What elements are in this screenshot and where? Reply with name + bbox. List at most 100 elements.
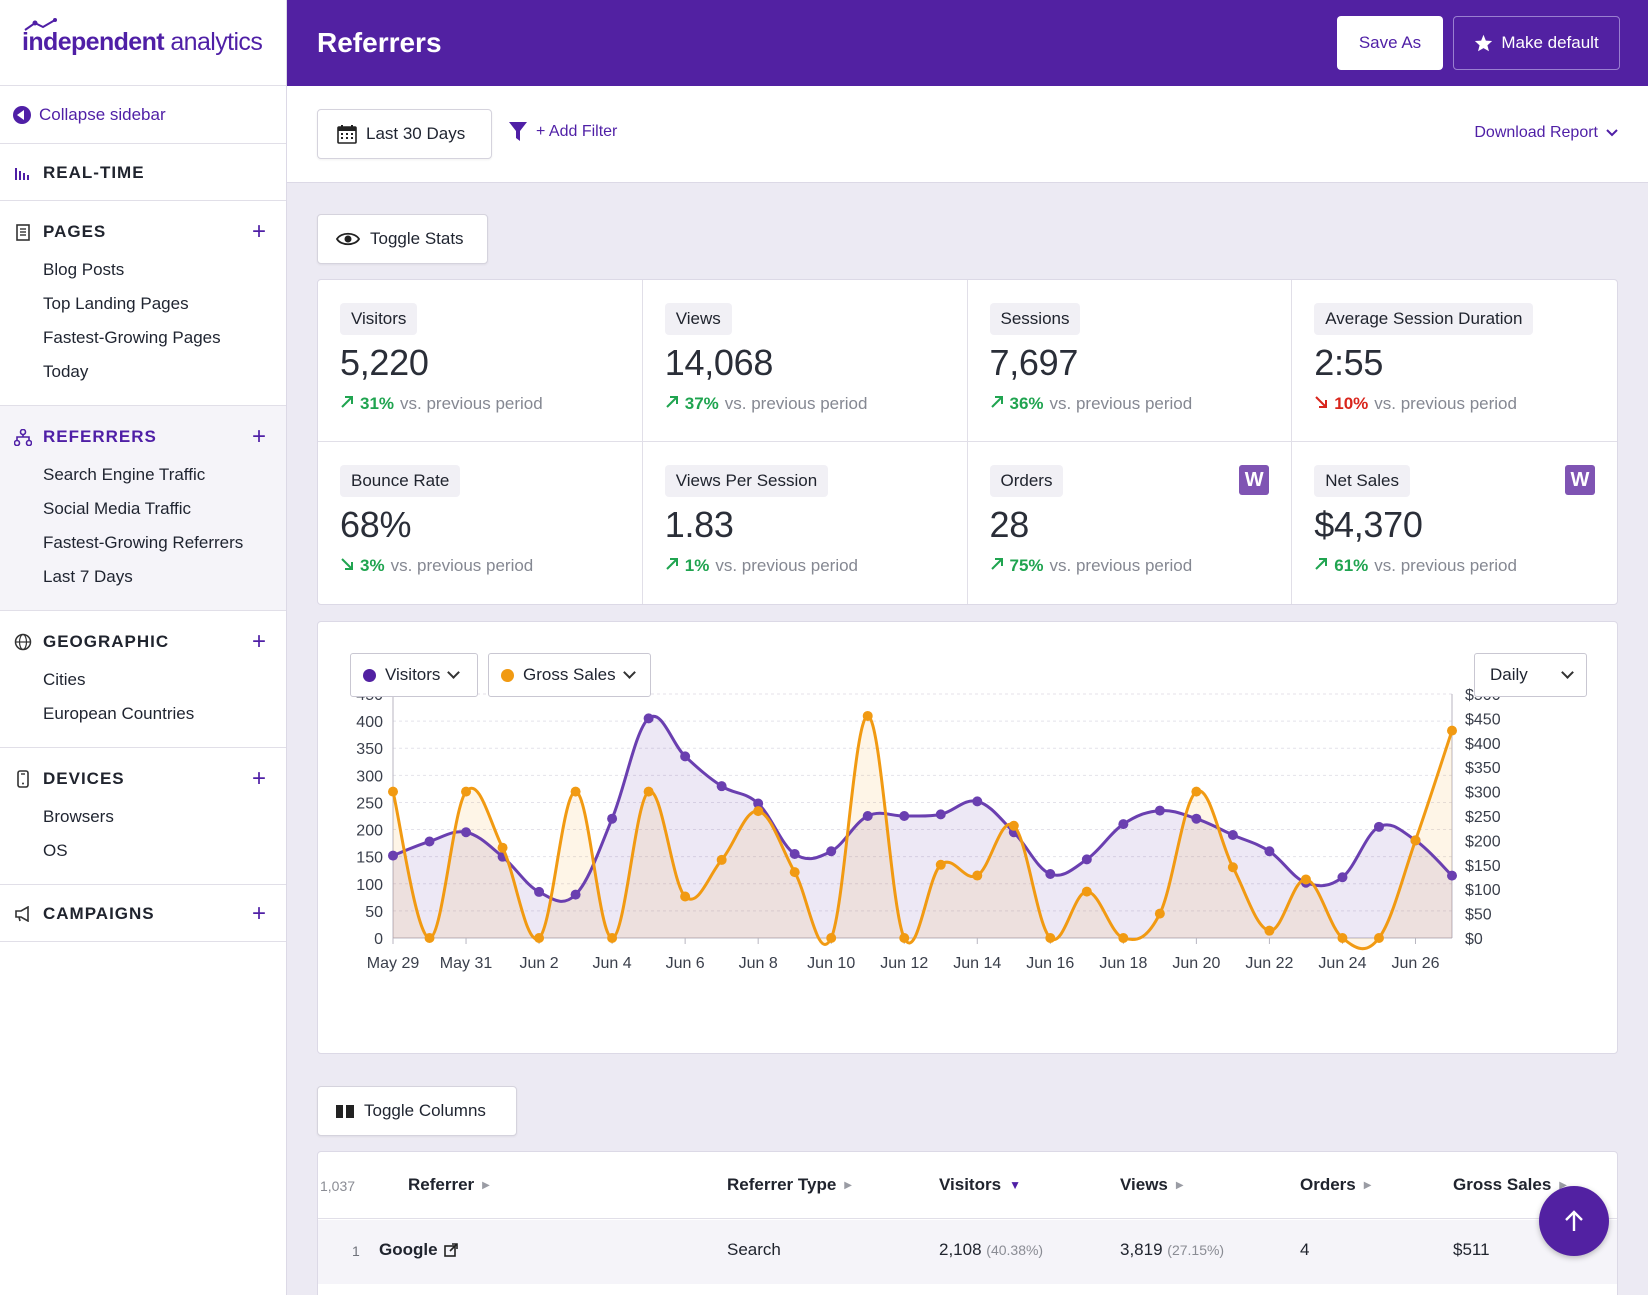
gross-sales-point	[1373, 933, 1384, 943]
nav-head-referrers[interactable]: REFERRERS +	[0, 424, 286, 450]
nav-item-fastest-growing-pages[interactable]: Fastest-Growing Pages	[43, 328, 221, 347]
trend-up-icon	[665, 394, 679, 414]
make-default-button[interactable]: Make default	[1453, 16, 1620, 70]
download-report-button[interactable]: Download Report	[1474, 124, 1618, 142]
nav-item-today[interactable]: Today	[43, 362, 89, 381]
toggle-columns-button[interactable]: Toggle Columns	[317, 1086, 517, 1136]
nav-title-referrers: REFERRERS	[43, 427, 157, 446]
visitors-point	[1154, 805, 1165, 816]
stat-card-sessions: Sessions 7,697 36% vs. previous period	[967, 280, 1293, 442]
stat-label: Views	[664, 303, 732, 335]
x-tick-label: Jun 18	[1099, 955, 1147, 972]
stat-change-percent: 37%	[684, 394, 719, 413]
column-referrer-type[interactable]: Referrer Type ▶	[727, 1175, 852, 1195]
y-tick-left: 50	[365, 904, 383, 921]
gross-sales-line	[391, 714, 1454, 951]
nav-item-top-landing-pages[interactable]: Top Landing Pages	[43, 294, 189, 313]
gross-sales-point	[899, 933, 910, 943]
gross-sales-point	[972, 870, 983, 881]
stat-value: 7,697	[989, 342, 1079, 383]
column-visitors[interactable]: Visitors ▼	[939, 1175, 1021, 1195]
sort-desc-icon: ▼	[1009, 1178, 1021, 1192]
logo[interactable]: independent analytics	[0, 0, 286, 86]
gross-sales-point	[789, 867, 800, 878]
nav-section-realtime: REAL-TIME	[0, 144, 286, 201]
visitors-point	[1045, 869, 1056, 880]
scroll-to-top-button[interactable]	[1539, 1186, 1609, 1256]
nav-item-search-engine-traffic[interactable]: Search Engine Traffic	[43, 465, 206, 484]
stat-card-views-per-session: Views Per Session 1.83 1% vs. previous peri…	[643, 442, 968, 604]
visitors-point	[1191, 813, 1202, 824]
logo-light-text: analytics	[164, 28, 263, 56]
toggle-stats-button[interactable]: Toggle Stats	[317, 214, 488, 264]
add-campaigns-report-icon[interactable]: +	[251, 900, 266, 927]
nav-title-campaigns: CAMPAIGNS	[43, 904, 155, 923]
stat-change-suffix: vs. previous period	[724, 394, 868, 413]
visitors-point	[1118, 819, 1129, 830]
nav-head-campaigns[interactable]: CAMPAIGNS +	[0, 901, 286, 927]
star-icon	[1475, 34, 1493, 52]
add-devices-report-icon[interactable]: +	[251, 765, 266, 792]
stat-change: 36% vs. previous period	[990, 394, 1270, 414]
y-tick-left: 350	[356, 741, 383, 758]
toggle-stats-label: Toggle Stats	[370, 229, 464, 248]
table-row[interactable]: 1 Google Search 2,108 (40.38%) 3,819 (27…	[318, 1220, 1617, 1284]
stat-value: 68%	[340, 504, 412, 545]
referrer-type-cell: Search	[727, 1240, 781, 1259]
collapse-sidebar-button[interactable]: Collapse sidebar	[0, 86, 286, 144]
trend-up-icon	[340, 394, 354, 414]
external-link-icon[interactable]	[443, 1243, 458, 1257]
nav-head-realtime[interactable]: REAL-TIME	[0, 160, 286, 186]
stat-card-net-sales: Net Sales $4,370 61% vs. previous period W	[1292, 442, 1617, 604]
nav-item-european-countries[interactable]: European Countries	[43, 704, 195, 723]
referrer-cell[interactable]: Google	[379, 1240, 458, 1260]
nav-head-pages[interactable]: PAGES +	[0, 219, 286, 245]
gross-sales-point	[1191, 786, 1202, 797]
visitors-percent: (40.38%)	[986, 1242, 1044, 1258]
y-tick-right: $250	[1465, 809, 1501, 826]
nav-item-fastest-growing-referrers[interactable]: Fastest-Growing Referrers	[43, 533, 244, 552]
sort-icon: ▶	[844, 1179, 852, 1191]
gross-sales-point	[1300, 874, 1311, 885]
x-tick-label: Jun 16	[1026, 955, 1074, 972]
gross-sales-point	[935, 859, 946, 870]
secondary-metric-select[interactable]: Gross Sales	[488, 653, 651, 697]
collapse-sidebar-label: Collapse sidebar	[39, 104, 166, 124]
add-filter-button[interactable]: + Add Filter	[509, 122, 617, 142]
y-tick-right: $150	[1465, 858, 1501, 875]
stat-change: 61% vs. previous period	[1314, 556, 1595, 576]
nav-item-social-media-traffic[interactable]: Social Media Traffic	[43, 499, 192, 518]
date-range-button[interactable]: Last 30 Days	[317, 109, 492, 159]
primary-metric-select[interactable]: Visitors	[350, 653, 478, 697]
nav-head-geographic[interactable]: GEOGRAPHIC +	[0, 629, 286, 655]
chart-card: 050100150200250300350400450$0$50$100$150…	[317, 621, 1618, 1054]
add-pages-report-icon[interactable]: +	[251, 218, 266, 245]
interval-select[interactable]: Daily	[1474, 653, 1587, 697]
nav-item-blog-posts[interactable]: Blog Posts	[43, 260, 125, 279]
download-report-label: Download Report	[1474, 124, 1598, 141]
nav-item-browsers[interactable]: Browsers	[43, 807, 114, 826]
visitors-point	[388, 850, 398, 861]
column-gross-sales[interactable]: Gross Sales ▶	[1453, 1175, 1567, 1195]
nav-item-os[interactable]: OS	[43, 841, 68, 860]
column-referrer[interactable]: Referrer ▶	[408, 1175, 490, 1195]
visitors-cell: 2,108 (40.38%)	[939, 1240, 1043, 1260]
stat-label: Net Sales	[1314, 465, 1410, 497]
column-orders[interactable]: Orders ▶	[1300, 1175, 1371, 1195]
nav-head-devices[interactable]: DEVICES +	[0, 766, 286, 792]
page-title: Referrers	[317, 27, 442, 58]
add-geographic-report-icon[interactable]: +	[251, 628, 266, 655]
gross-sales-point	[534, 933, 545, 943]
nav-item-last-7-days[interactable]: Last 7 Days	[43, 567, 133, 586]
save-as-button[interactable]: Save As	[1337, 16, 1443, 70]
y-tick-left: 250	[356, 795, 383, 812]
chevron-down-icon	[1606, 129, 1618, 137]
gross-sales-point	[1227, 862, 1238, 873]
visitors-point	[716, 781, 727, 792]
y-tick-right: $200	[1465, 833, 1501, 850]
x-tick-label: Jun 6	[666, 955, 705, 972]
nav-item-cities[interactable]: Cities	[43, 670, 86, 689]
add-referrers-report-icon[interactable]: +	[251, 423, 266, 450]
column-views[interactable]: Views ▶	[1120, 1175, 1184, 1195]
visitors-point	[1337, 872, 1348, 883]
